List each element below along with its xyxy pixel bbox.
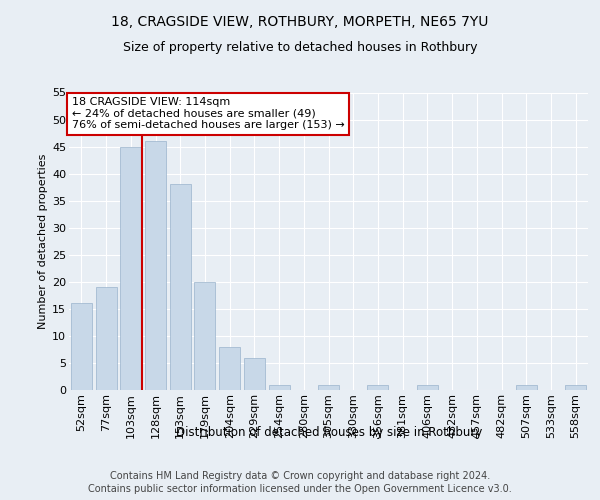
Text: Contains HM Land Registry data © Crown copyright and database right 2024.: Contains HM Land Registry data © Crown c… bbox=[110, 471, 490, 481]
Bar bbox=[219, 346, 240, 390]
Bar bbox=[170, 184, 191, 390]
Bar bbox=[318, 384, 339, 390]
Text: Contains public sector information licensed under the Open Government Licence v3: Contains public sector information licen… bbox=[88, 484, 512, 494]
Bar bbox=[120, 146, 141, 390]
Bar bbox=[367, 384, 388, 390]
Bar bbox=[516, 384, 537, 390]
Text: 18, CRAGSIDE VIEW, ROTHBURY, MORPETH, NE65 7YU: 18, CRAGSIDE VIEW, ROTHBURY, MORPETH, NE… bbox=[112, 16, 488, 30]
Text: Size of property relative to detached houses in Rothbury: Size of property relative to detached ho… bbox=[123, 41, 477, 54]
Bar bbox=[269, 384, 290, 390]
Bar bbox=[244, 358, 265, 390]
Text: 18 CRAGSIDE VIEW: 114sqm
← 24% of detached houses are smaller (49)
76% of semi-d: 18 CRAGSIDE VIEW: 114sqm ← 24% of detach… bbox=[71, 97, 344, 130]
Bar bbox=[565, 384, 586, 390]
Bar bbox=[145, 141, 166, 390]
Y-axis label: Number of detached properties: Number of detached properties bbox=[38, 154, 48, 329]
Bar bbox=[194, 282, 215, 390]
Bar bbox=[417, 384, 438, 390]
Text: Distribution of detached houses by size in Rothbury: Distribution of detached houses by size … bbox=[176, 426, 482, 439]
Bar bbox=[95, 287, 116, 390]
Bar bbox=[71, 304, 92, 390]
